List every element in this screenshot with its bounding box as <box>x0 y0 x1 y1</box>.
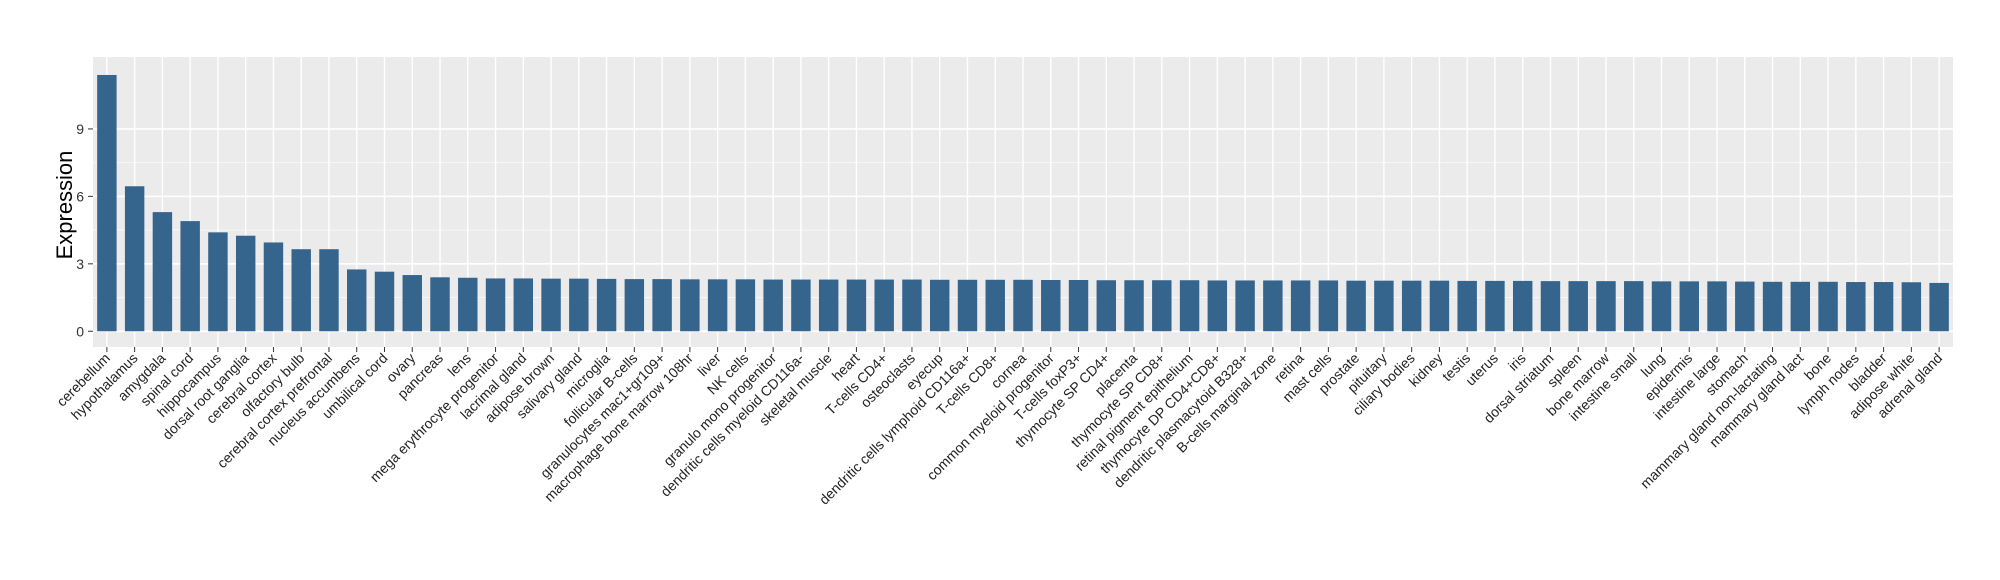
bar <box>1096 280 1116 332</box>
bar <box>985 279 1005 332</box>
bar <box>374 271 395 332</box>
bar <box>1179 280 1200 332</box>
bar <box>1041 280 1061 332</box>
bar <box>1374 280 1394 332</box>
bar <box>263 242 284 332</box>
bar <box>624 279 645 332</box>
bar <box>541 278 561 332</box>
bar <box>652 279 672 332</box>
bar <box>707 279 728 332</box>
bar <box>235 235 256 332</box>
bar <box>902 279 922 332</box>
bar <box>152 212 173 332</box>
bar <box>1735 281 1755 332</box>
bar <box>1457 280 1477 332</box>
bar <box>1429 280 1450 332</box>
bar <box>874 279 894 332</box>
bar <box>1818 281 1838 332</box>
bar <box>1318 280 1339 332</box>
bar <box>1068 280 1089 332</box>
bar <box>1873 282 1894 332</box>
x-tick-label: uterus <box>1462 350 1501 389</box>
bar <box>485 278 506 332</box>
bar <box>1263 280 1283 332</box>
y-tick-label: 9 <box>76 121 84 137</box>
bar <box>957 279 978 332</box>
y-axis-label: Expression <box>52 151 77 260</box>
bar <box>180 221 200 332</box>
bar <box>97 74 117 332</box>
bar <box>1485 280 1505 332</box>
bar <box>458 277 478 332</box>
bar <box>1707 281 1727 332</box>
bar <box>1929 282 1949 332</box>
y-tick-label: 6 <box>76 188 84 204</box>
bar <box>818 279 839 332</box>
bar <box>596 278 617 332</box>
bar <box>1790 281 1811 332</box>
bar <box>569 278 589 332</box>
bar <box>1013 279 1033 332</box>
bar <box>1596 281 1616 332</box>
bar <box>1679 281 1699 332</box>
bar <box>402 275 422 332</box>
bar <box>1346 280 1366 332</box>
bar <box>319 249 339 332</box>
bar <box>1568 281 1588 332</box>
bar <box>208 232 228 332</box>
bar <box>291 249 311 332</box>
bar <box>735 279 756 332</box>
bar <box>1401 280 1422 332</box>
bar <box>846 279 867 332</box>
bar <box>1512 280 1533 332</box>
y-axis: 0 3 6 9 <box>76 121 93 339</box>
bar <box>930 279 950 332</box>
bar <box>1152 280 1172 332</box>
bar <box>1124 280 1144 332</box>
bars <box>97 74 1949 332</box>
bar <box>347 269 367 332</box>
bar <box>1846 282 1866 332</box>
bar <box>124 186 145 332</box>
bar <box>1624 281 1644 332</box>
bar <box>1290 280 1311 332</box>
y-tick-label: 3 <box>76 256 84 272</box>
bar <box>430 277 450 332</box>
bar <box>763 279 783 332</box>
y-tick-label: 0 <box>76 323 84 339</box>
bar <box>1762 281 1783 332</box>
bar <box>680 279 700 332</box>
bar <box>513 278 534 332</box>
bar <box>1235 280 1255 332</box>
bar <box>791 279 811 332</box>
bar <box>1901 282 1922 332</box>
bar <box>1540 281 1561 332</box>
bar <box>1207 280 1228 332</box>
bar <box>1651 281 1672 332</box>
